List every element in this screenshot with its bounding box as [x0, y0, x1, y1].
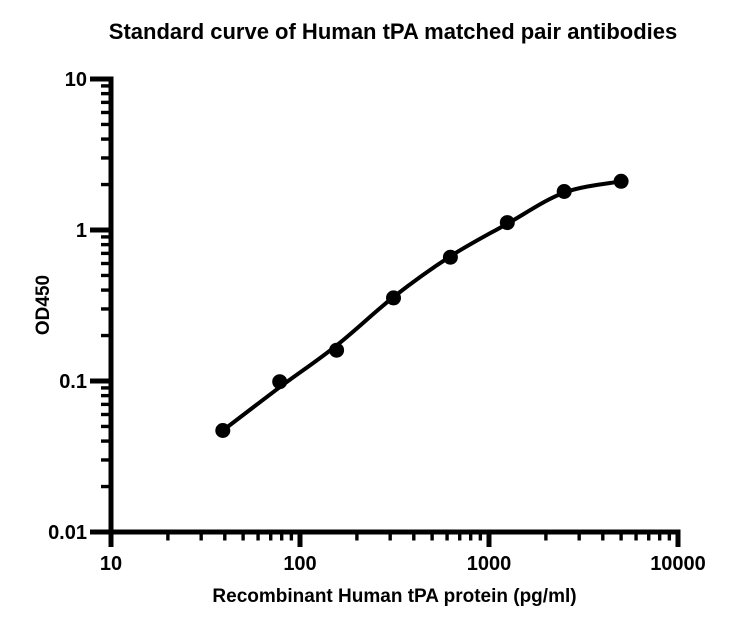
data-point-marker: [442, 249, 458, 265]
y-tick-label: 0.1: [59, 371, 87, 393]
y-tick-label: 10: [65, 69, 87, 91]
y-axis-title: OD450: [33, 274, 54, 336]
data-point-marker: [215, 423, 231, 438]
chart-title: Standard curve of Human tPA matched pair…: [108, 19, 678, 44]
data-point-marker: [386, 290, 401, 306]
data-point-marker: [272, 374, 288, 390]
x-tick-label: 100: [283, 553, 316, 575]
data-point-marker: [613, 173, 629, 189]
y-tick-label: 1: [76, 220, 87, 242]
data-point-marker: [329, 342, 345, 358]
x-tick-label: 10000: [650, 553, 706, 575]
y-tick-label: 0.01: [48, 522, 87, 544]
data-point-marker: [499, 215, 515, 231]
x-tick-label: 1000: [467, 553, 512, 575]
x-tick-label: 10: [100, 553, 122, 575]
x-axis-title: Recombinant Human tPA protein (pg/ml): [212, 586, 577, 607]
data-point-marker: [556, 184, 572, 199]
fit-curve-line: [220, 179, 624, 433]
